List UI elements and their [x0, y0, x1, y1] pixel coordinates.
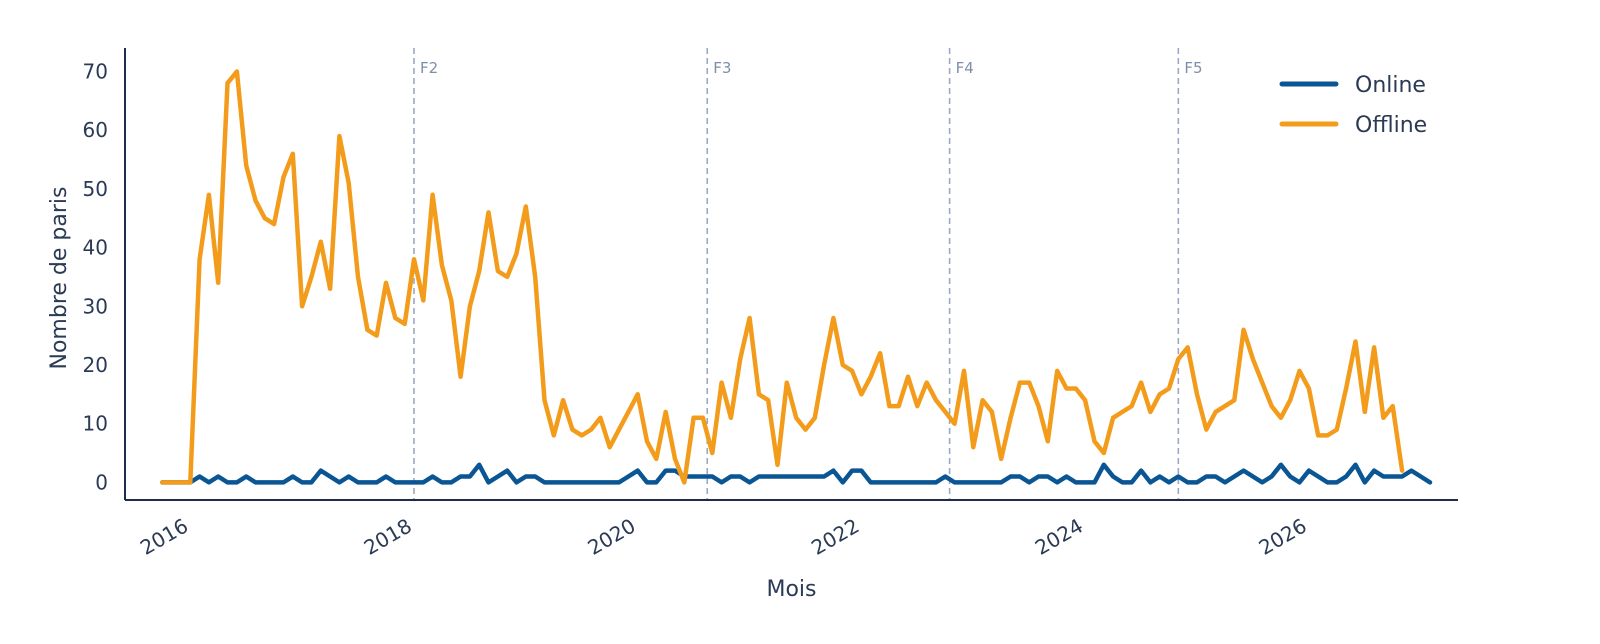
y-tick-label: 70 — [83, 59, 108, 83]
marker-label: F2 — [420, 59, 438, 77]
series-line-online — [160, 462, 1433, 485]
y-tick-label: 50 — [83, 177, 108, 201]
legend-label-offline: Offline — [1355, 113, 1427, 138]
x-tick-labels: 2016 2018 2020 2022 2024 2026 — [136, 514, 1311, 560]
y-tick-label: 0 — [95, 470, 108, 494]
y-tick-label: 30 — [83, 294, 108, 318]
y-tick-label: 40 — [83, 236, 108, 260]
x-tick-label: 2020 — [583, 514, 639, 560]
y-tick-label: 20 — [83, 353, 108, 377]
y-axis-title: Nombre de paris — [47, 187, 72, 370]
series-lines — [160, 69, 1433, 485]
x-tick-label: 2026 — [1255, 514, 1311, 560]
legend: Online Offline — [1279, 73, 1427, 138]
x-tick-label: 2018 — [360, 514, 416, 560]
marker-label: F4 — [956, 59, 974, 77]
x-tick-label: 2016 — [136, 514, 192, 560]
marker-label: F3 — [713, 59, 731, 77]
x-tick-label: 2024 — [1031, 514, 1087, 560]
marker-label: F5 — [1184, 59, 1202, 77]
release-markers: F2 F3 F4 F5 — [413, 48, 1203, 500]
axes — [124, 48, 1458, 501]
legend-label-online: Online — [1355, 73, 1426, 98]
y-tick-label: 60 — [83, 118, 108, 142]
x-axis-title: Mois — [766, 577, 816, 602]
x-tick-label: 2022 — [807, 514, 863, 560]
series-line-offline — [160, 69, 1405, 485]
y-tick-label: 10 — [83, 412, 108, 436]
y-tick-labels: 0 10 20 30 40 50 60 70 — [83, 59, 108, 494]
